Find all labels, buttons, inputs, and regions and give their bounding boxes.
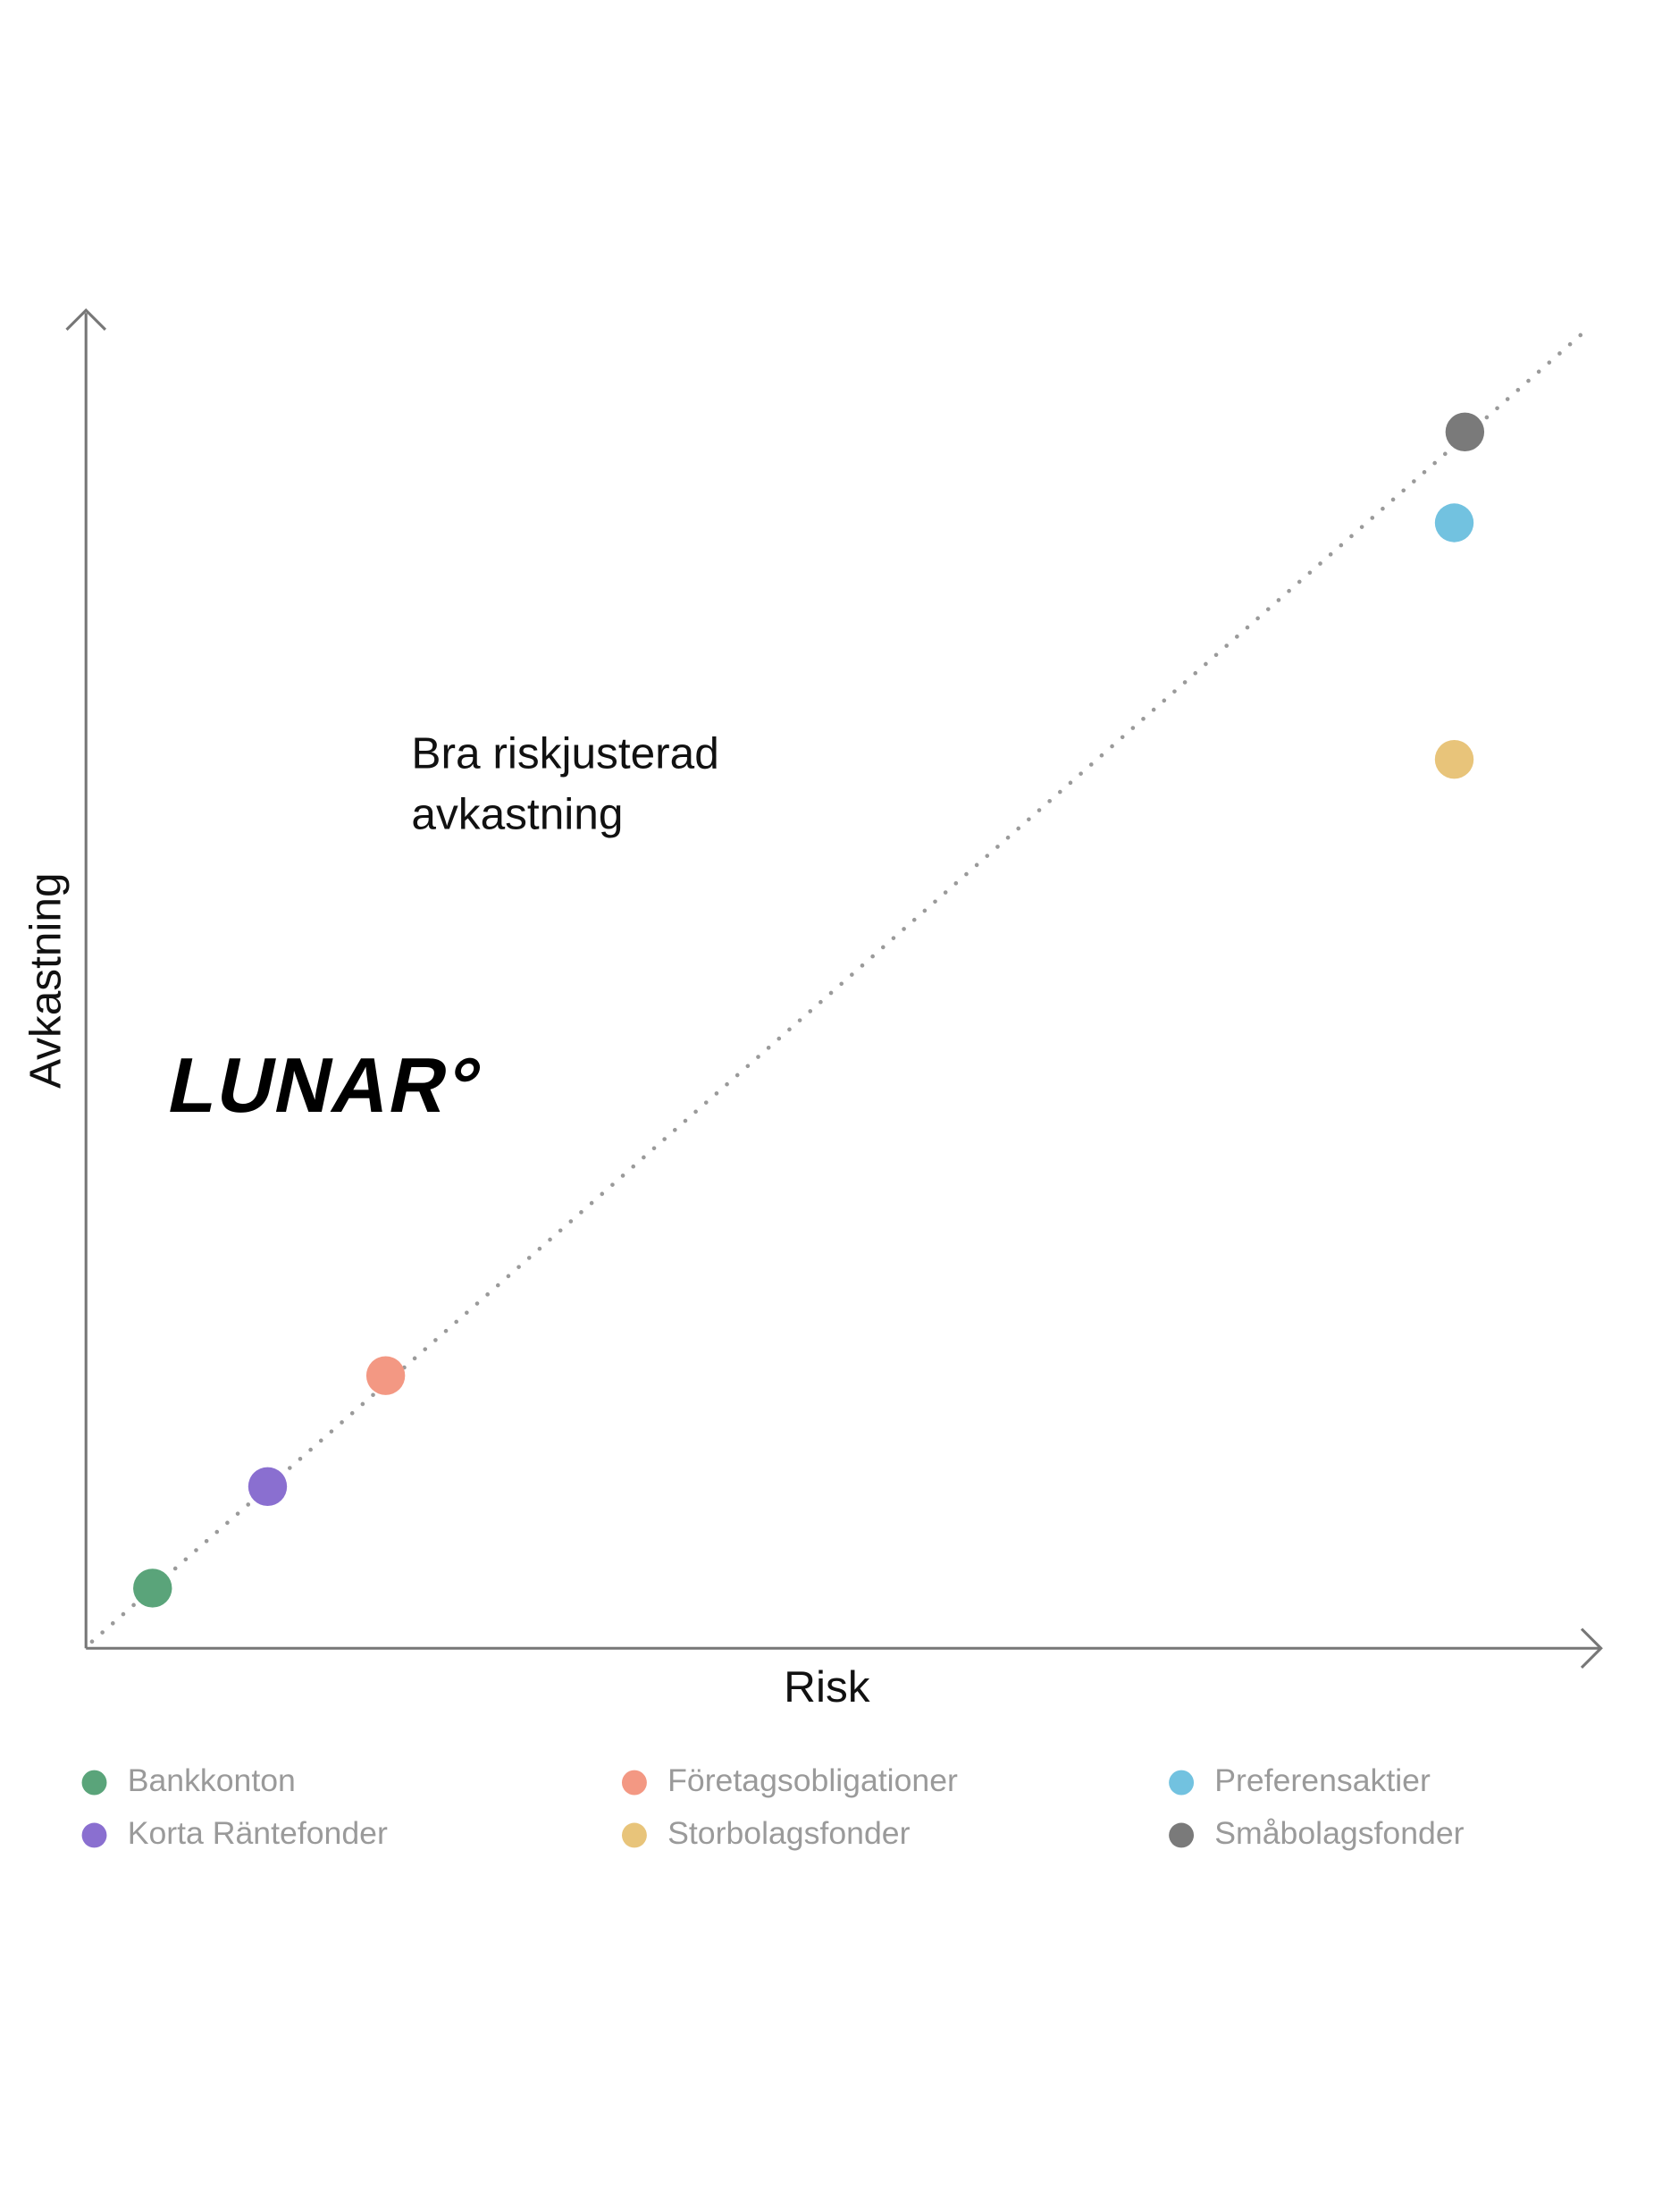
legend-marker — [81, 1770, 107, 1796]
legend-label: Preferensaktier — [1214, 1762, 1431, 1798]
legend-label: Företagsobligationer — [667, 1762, 958, 1798]
y-axis-arrow — [65, 307, 107, 331]
point — [133, 1569, 172, 1608]
legend-marker — [621, 1770, 647, 1796]
y-axis-label: Avkastning — [20, 872, 70, 1089]
point — [1445, 412, 1485, 451]
legend-marker — [621, 1822, 647, 1848]
legend-marker — [81, 1822, 107, 1848]
legend-marker — [1169, 1770, 1195, 1796]
trend-line — [89, 324, 1593, 1644]
legend-label: Småbolagsfonder — [1214, 1815, 1464, 1851]
point — [1434, 740, 1474, 779]
annotation: Bra riskjusterad — [411, 728, 718, 778]
legend-label: Korta Räntefonder — [128, 1815, 388, 1851]
annotation: avkastning — [411, 788, 623, 838]
logo: LUNAR° — [161, 1042, 490, 1129]
x-axis-label: Risk — [784, 1661, 870, 1712]
legend-marker — [1169, 1822, 1195, 1848]
point — [248, 1467, 288, 1506]
point — [365, 1356, 406, 1395]
point — [1434, 503, 1474, 542]
legend-label: Storbolagsfonder — [667, 1815, 910, 1851]
legend-label: Bankkonton — [128, 1762, 296, 1798]
axes — [65, 307, 1603, 1670]
x-axis-arrow — [1580, 1627, 1603, 1670]
